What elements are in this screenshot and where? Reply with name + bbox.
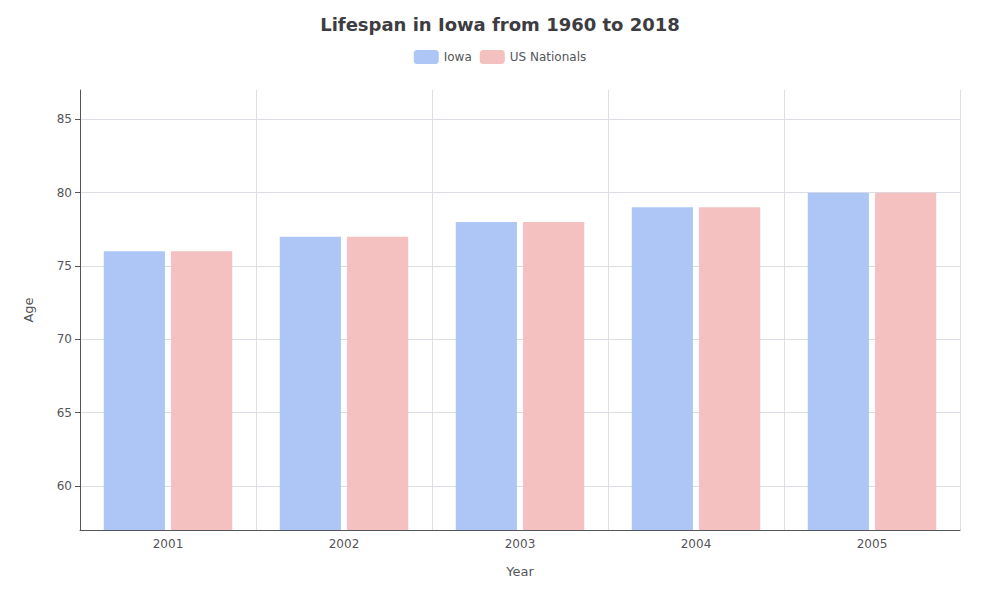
svg-text:65: 65	[57, 406, 72, 420]
svg-text:Iowa: Iowa	[444, 50, 472, 64]
svg-text:85: 85	[57, 112, 72, 126]
svg-text:60: 60	[57, 479, 72, 493]
svg-text:Lifespan in Iowa from 1960 to: Lifespan in Iowa from 1960 to 2018	[320, 14, 680, 35]
svg-text:2001: 2001	[153, 537, 184, 551]
svg-text:Age: Age	[21, 297, 36, 322]
svg-text:2002: 2002	[329, 537, 360, 551]
svg-text:75: 75	[57, 259, 72, 273]
svg-text:2003: 2003	[505, 537, 536, 551]
svg-text:2004: 2004	[681, 537, 712, 551]
svg-text:US Nationals: US Nationals	[510, 50, 586, 64]
svg-text:70: 70	[57, 332, 72, 346]
svg-text:Year: Year	[505, 564, 534, 579]
svg-text:80: 80	[57, 186, 72, 200]
svg-text:2005: 2005	[857, 537, 888, 551]
